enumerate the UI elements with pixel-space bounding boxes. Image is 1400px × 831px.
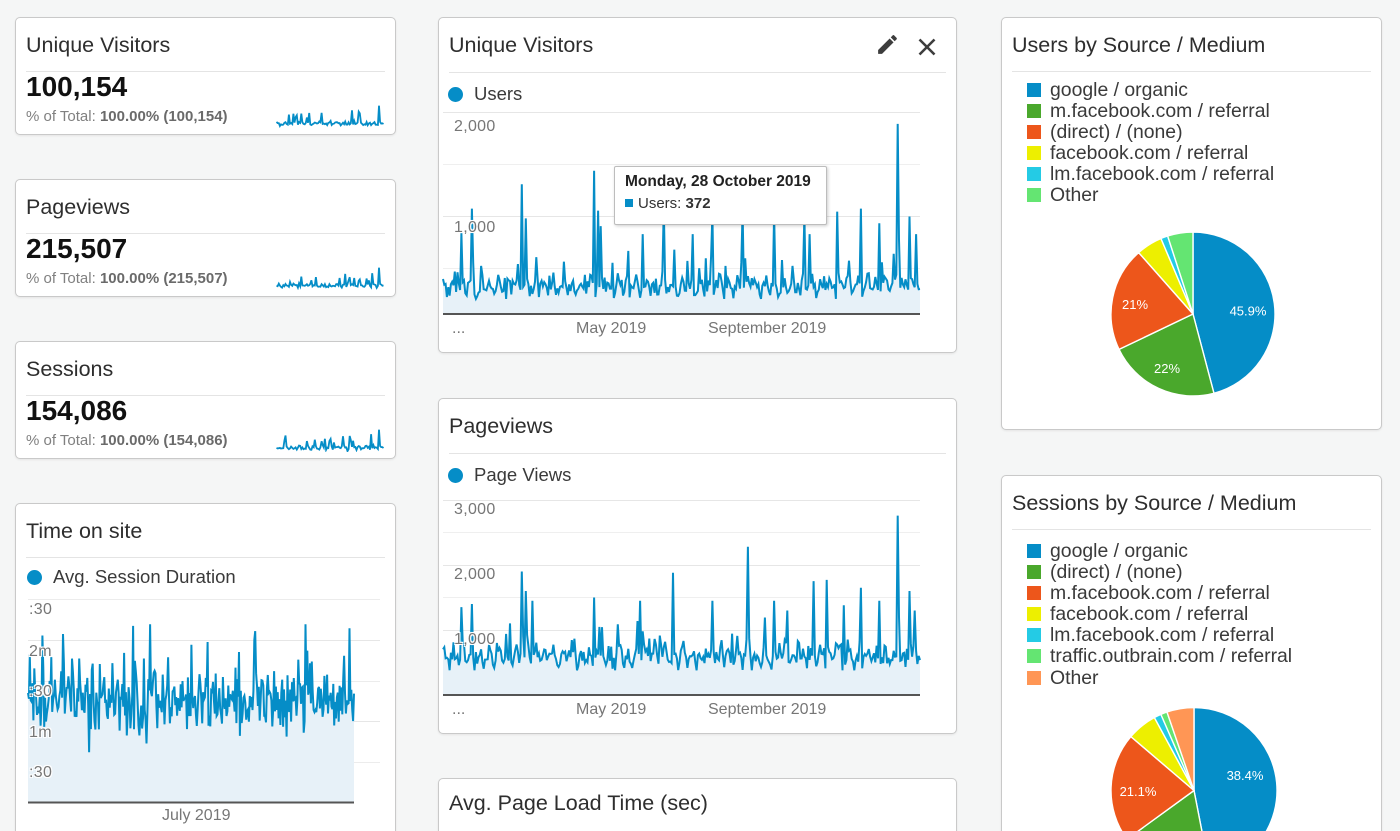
svg-text:38.4%: 38.4% xyxy=(1227,768,1264,783)
svg-text:22%: 22% xyxy=(1154,361,1180,376)
svg-text:45.9%: 45.9% xyxy=(1230,304,1267,319)
svg-text:21%: 21% xyxy=(1122,297,1148,312)
svg-text:21.1%: 21.1% xyxy=(1120,784,1157,799)
